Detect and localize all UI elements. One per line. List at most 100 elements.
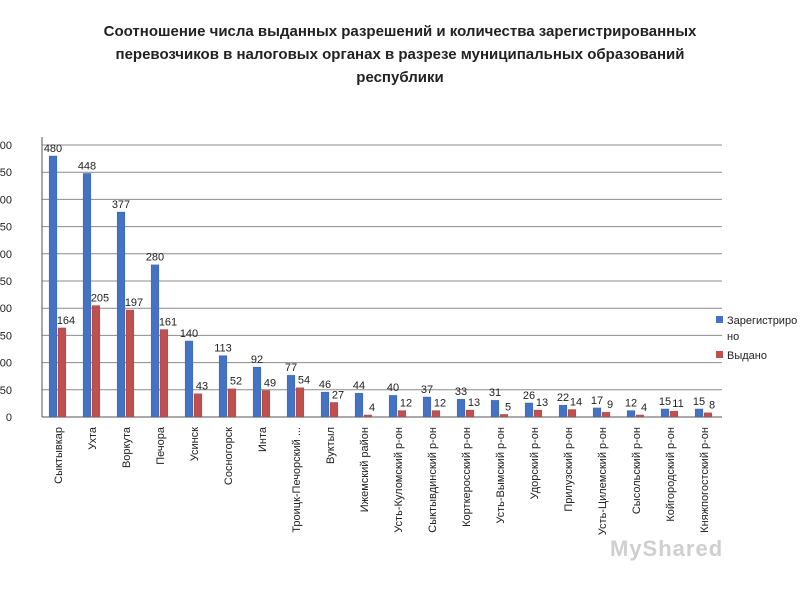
category-label: Сыктывдинский р-он xyxy=(427,427,439,533)
data-label-registered: 15 xyxy=(693,396,705,408)
bar-issued xyxy=(125,309,135,418)
data-label-registered: 46 xyxy=(319,379,331,391)
category-label: Вуктыл xyxy=(325,427,337,464)
data-label-issued: 5 xyxy=(505,401,511,413)
data-label-registered: 17 xyxy=(591,395,603,407)
bar-issued xyxy=(499,413,509,418)
y-tick-label: 300 xyxy=(0,249,12,261)
data-label-registered: 15 xyxy=(659,396,671,408)
chart-title-line: республики xyxy=(356,69,444,86)
bar-issued xyxy=(193,393,203,418)
data-label-issued: 49 xyxy=(264,377,276,389)
bar-registered xyxy=(354,392,364,418)
bar-registered xyxy=(286,374,296,418)
y-tick-label: 100 xyxy=(0,358,12,370)
data-label-issued: 43 xyxy=(196,381,208,393)
category-label: Удорский р-он xyxy=(529,427,541,499)
y-tick-label: 50 xyxy=(0,385,12,397)
data-label-registered: 33 xyxy=(455,386,467,398)
category-label: Княжпогостский р-он xyxy=(699,427,711,533)
category-label: Койгородский р-он xyxy=(665,427,677,522)
data-label-registered: 40 xyxy=(387,382,399,394)
data-label-registered: 480 xyxy=(44,143,62,155)
category-label: Прилузский р-он xyxy=(563,427,575,512)
bar-registered xyxy=(626,410,636,418)
bar-registered xyxy=(218,355,228,418)
bar-issued xyxy=(635,414,645,418)
bar-issued xyxy=(601,411,611,418)
legend-label: Зарегистриро но xyxy=(727,315,797,343)
bar-issued xyxy=(703,412,713,418)
data-label-issued: 52 xyxy=(230,376,242,388)
bar-registered xyxy=(252,366,262,418)
legend-swatch xyxy=(716,351,723,358)
bar-issued xyxy=(227,388,237,418)
y-tick-label: 450 xyxy=(0,167,12,179)
y-tick-label: 200 xyxy=(0,303,12,315)
data-label-registered: 77 xyxy=(285,362,297,374)
data-label-registered: 44 xyxy=(353,380,365,392)
category-label: Усть-Цилемский р-он xyxy=(597,427,609,535)
data-label-issued: 4 xyxy=(641,402,647,414)
data-label-issued: 13 xyxy=(468,397,480,409)
data-label-issued: 197 xyxy=(125,297,143,309)
bar-registered xyxy=(388,394,398,418)
category-label: Печора xyxy=(155,426,167,465)
y-tick-label: 150 xyxy=(0,330,12,342)
data-label-issued: 4 xyxy=(369,402,375,414)
data-label-registered: 26 xyxy=(523,390,535,402)
data-label-issued: 27 xyxy=(332,389,344,401)
category-label: Сысольский р-он xyxy=(631,427,643,514)
data-label-issued: 12 xyxy=(400,397,412,409)
bar-issued xyxy=(363,414,373,418)
bar-registered xyxy=(456,398,466,418)
data-label-registered: 92 xyxy=(251,354,263,366)
bar-issued xyxy=(669,410,679,418)
bar-issued xyxy=(57,327,67,418)
bar-issued xyxy=(431,410,441,418)
category-label: Усть-Куломский р-он xyxy=(393,427,405,533)
data-label-issued: 9 xyxy=(607,399,613,411)
data-label-registered: 448 xyxy=(78,160,96,172)
bar-registered xyxy=(660,408,670,418)
data-label-registered: 37 xyxy=(421,384,433,396)
bar-registered xyxy=(82,172,92,418)
y-tick-label: 400 xyxy=(0,194,12,206)
chart-title-line: перевозчиков в налоговых органах в разре… xyxy=(115,46,685,63)
bar-registered xyxy=(524,402,534,418)
chart-title: Соотношение числа выданных разрешений и … xyxy=(40,20,760,89)
data-label-issued: 54 xyxy=(298,375,310,387)
category-label: Сыктывкар xyxy=(53,427,65,484)
data-label-registered: 22 xyxy=(557,392,569,404)
bar-issued xyxy=(465,409,475,418)
data-label-registered: 280 xyxy=(146,252,164,264)
bar-issued xyxy=(295,387,305,418)
data-label-issued: 13 xyxy=(536,397,548,409)
data-label-issued: 11 xyxy=(672,398,683,410)
data-label-issued: 8 xyxy=(709,400,715,412)
data-label-issued: 164 xyxy=(57,315,75,327)
category-label: Усть-Вымский р-он xyxy=(495,427,507,524)
data-label-issued: 161 xyxy=(159,316,177,328)
data-label-issued: 205 xyxy=(91,292,109,304)
bar-issued xyxy=(533,409,543,418)
category-label: Корткеросский р-он xyxy=(461,427,473,527)
category-label: Воркута xyxy=(121,426,133,468)
bar-registered xyxy=(150,264,160,418)
category-label: Усинск xyxy=(189,427,201,461)
y-tick-label: 500 xyxy=(0,140,12,152)
legend-swatch xyxy=(716,316,723,323)
bar-registered xyxy=(116,211,126,418)
bar-registered xyxy=(184,340,194,418)
bar-registered xyxy=(558,404,568,418)
data-label-registered: 140 xyxy=(180,328,198,340)
bar-issued xyxy=(261,390,271,418)
data-label-issued: 14 xyxy=(570,396,582,408)
watermark-text: MyShared xyxy=(610,536,724,561)
data-label-registered: 12 xyxy=(625,397,637,409)
bar-issued xyxy=(397,410,407,418)
legend-label: Выдано xyxy=(727,350,767,362)
data-label-registered: 377 xyxy=(112,199,130,211)
bar-issued xyxy=(159,329,169,418)
